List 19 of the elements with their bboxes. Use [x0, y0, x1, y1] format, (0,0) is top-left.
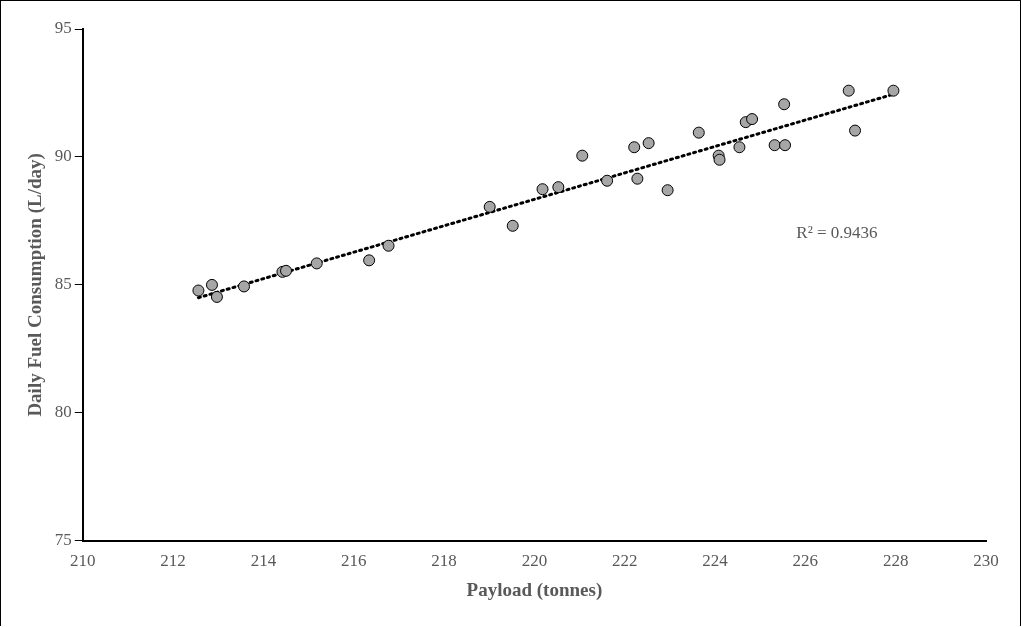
y-axis-title: Daily Fuel Consumption (L/day) — [24, 153, 47, 417]
y-tick-label: 95 — [54, 18, 72, 38]
x-tick-label: 220 — [521, 551, 548, 571]
y-tick-label: 85 — [54, 274, 72, 294]
x-tick-label: 216 — [341, 551, 367, 571]
x-tick-label: 228 — [882, 551, 909, 571]
x-tick-label: 230 — [973, 551, 999, 571]
y-tick-label: 75 — [54, 530, 72, 550]
x-axis-title: Payload (tonnes) — [466, 578, 603, 601]
x-tick-label: 210 — [70, 551, 96, 571]
y-tick-label: 80 — [54, 402, 72, 422]
x-tick-label: 222 — [611, 551, 638, 571]
x-tick-label: 212 — [160, 551, 186, 571]
annotation: R² = 0.9436 — [796, 223, 878, 243]
x-tick-label: 218 — [431, 551, 457, 571]
x-tick-label: 226 — [792, 551, 819, 571]
y-tick-label: 90 — [54, 146, 72, 166]
x-tick-label: 214 — [250, 551, 277, 571]
x-tick-label: 224 — [702, 551, 729, 571]
